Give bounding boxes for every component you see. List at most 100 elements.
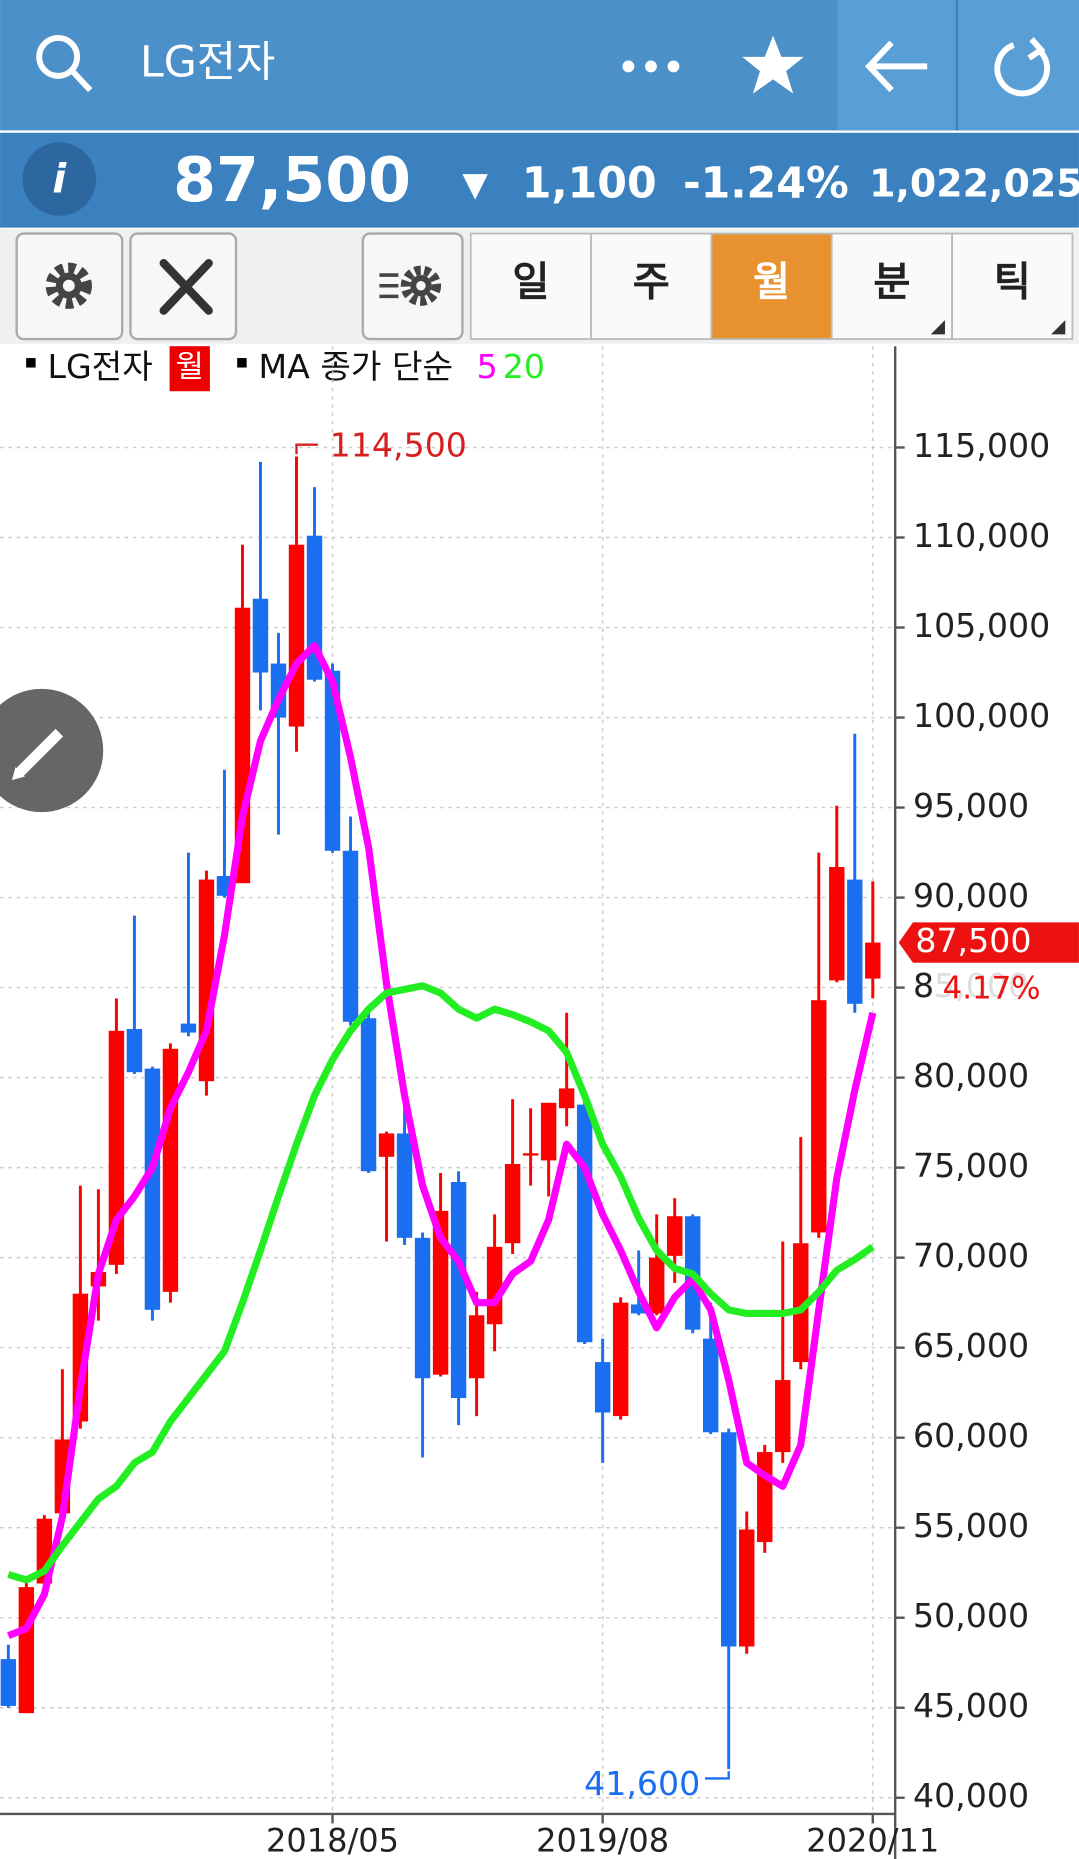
candle-body [829,866,845,981]
tools-icon [159,259,213,315]
volume: 1,022,025 [869,162,1079,206]
candle-body [108,1030,125,1265]
pencil-icon [11,728,64,781]
gear-icon [45,262,92,309]
legend-ma-period: 5 [477,347,498,386]
tab-label: 틱 [994,259,1031,306]
indicator-icon [379,265,442,306]
candle-body [432,1210,449,1375]
candle-body [576,1104,593,1343]
candle-body [666,1216,683,1256]
candle-body [378,1133,395,1157]
candle-body [0,1659,17,1706]
tab[interactable] [830,232,953,340]
candle-body [757,1452,773,1543]
candle-body [252,598,269,673]
candle-body [811,1000,827,1233]
candle-body [865,942,881,979]
tab-label: 월 [753,259,790,306]
plot [0,456,881,1769]
legend-marker [26,358,36,368]
tab[interactable] [710,232,833,340]
candle-body [504,1164,521,1244]
tab-label: 일 [512,259,549,306]
max-label: 114,500 [330,426,467,465]
candle-body [612,1302,629,1417]
legend-ma-period: 20 [503,347,545,386]
favorite-icon[interactable] [742,35,804,94]
candle-body [396,1133,413,1238]
candle-body [414,1237,431,1379]
y-tick-label: 95,000 [913,786,1029,825]
legend-period: 월 [176,349,204,385]
legend-period-box [169,346,210,392]
max-pointer [295,443,318,455]
candle-body [721,1432,737,1647]
x-tick-label: 2019/08 [536,1821,669,1859]
tab[interactable] [590,232,713,340]
draw-button[interactable] [0,688,104,813]
last-change: 4.17% [943,971,1041,1007]
change-bg [936,968,1044,1009]
y-tick-label: 45,000 [913,1686,1029,1725]
grid: 40,000 45,000 50,000 55,000 60,000 65,000 70,0… [0,346,1050,1859]
refresh-icon[interactable] [994,37,1051,97]
candle-body [144,1068,161,1310]
info-bar [0,132,1079,228]
y-tick-label: 70,000 [913,1236,1029,1275]
chart-area [0,346,1079,1859]
y-tick-label: 65,000 [913,1326,1029,1365]
moving-average [7,641,877,1640]
candle-body [703,1338,719,1433]
legend-marker [237,358,247,368]
y-tick-label: 75,000 [913,1146,1029,1185]
y-tick-label: 100,000 [913,696,1050,735]
current-price: 87,500 [173,144,411,216]
min-pointer [705,1771,730,1780]
back-icon[interactable] [865,40,928,93]
candle-body [594,1362,611,1413]
candle-body [162,1048,179,1292]
stock-title: LG전자 [140,38,275,88]
overlay: 114,500 41,600 87,500 4.17% [295,426,1079,1803]
candle-body [486,1246,503,1325]
candle-body [360,1018,377,1172]
candle-body [793,1243,809,1363]
y-tick-label: 115,000 [913,426,1050,465]
info-icon: i [52,155,67,202]
x-tick-label: 2020/11 [806,1821,939,1859]
min-label: 41,600 [584,1764,700,1803]
info-button[interactable] [22,142,97,216]
candle-body [18,1587,35,1714]
tab[interactable] [951,232,1074,340]
y-tick-label: 105,000 [913,606,1050,645]
x-tick-label: 2018/05 [266,1821,399,1859]
change: 1,100 [522,159,657,209]
change-percent: -1.24% [683,159,849,209]
candle-body [739,1529,755,1647]
y-tick-label: 80,000 [913,1056,1029,1095]
tab-corner [930,320,945,335]
legend-symbol: LG전자 [47,347,152,386]
candle-body [342,850,359,1022]
candle-body [288,544,305,727]
tab-label: 주 [633,259,670,306]
price-tag [898,922,1079,963]
candle-body [306,535,323,680]
candle-body [126,1029,143,1073]
change-arrow: ▼ [462,165,488,204]
price-tag-label: 87,500 [915,921,1031,960]
y-tick-label: 90,000 [913,876,1029,915]
search-icon[interactable] [36,34,93,93]
candle-body [180,1023,197,1033]
moving-average [7,982,875,1584]
more-icon[interactable] [622,60,680,73]
y-tick-label: 60,000 [913,1416,1029,1455]
y-tick-label: 50,000 [913,1596,1029,1635]
y-tick-label: 40,000 [913,1776,1029,1815]
tab-label: 분 [873,259,910,306]
tab[interactable] [469,232,592,340]
candle-body [558,1088,575,1109]
